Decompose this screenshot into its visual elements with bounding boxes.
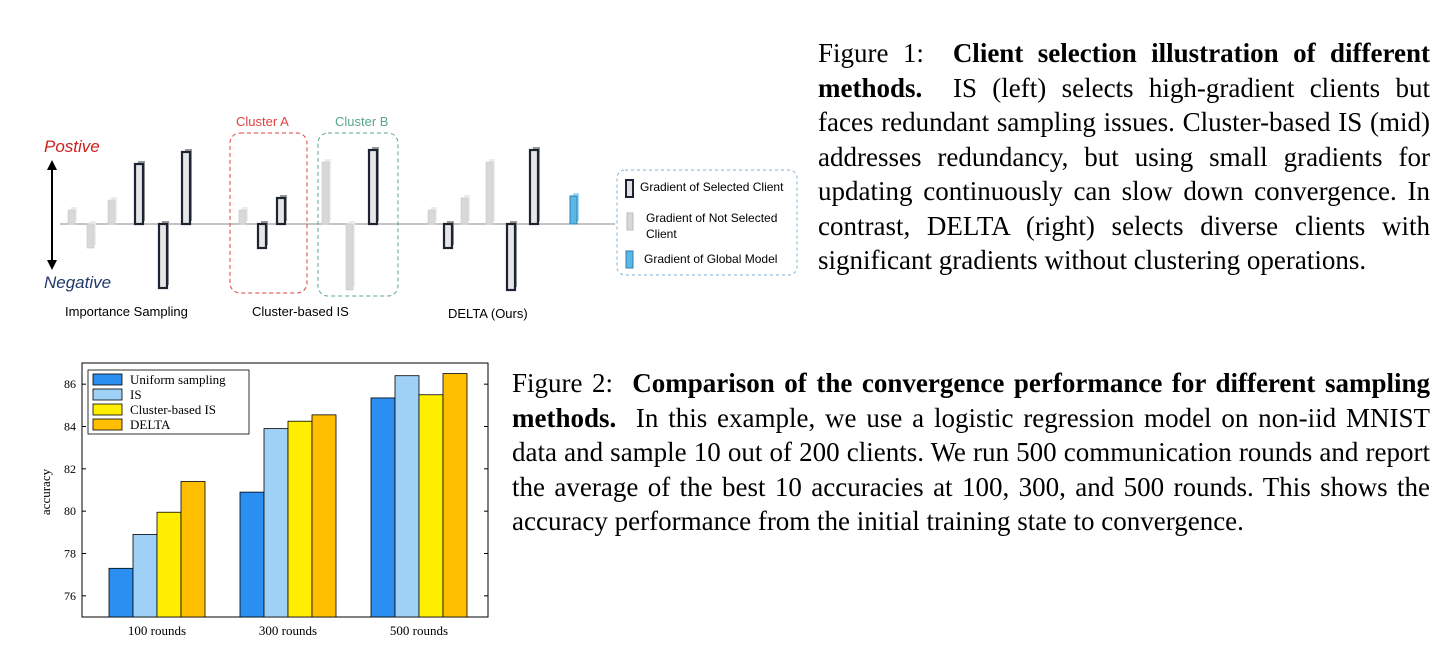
bar-is-1 — [263, 428, 289, 618]
y-axis-label: accuracy — [38, 468, 53, 515]
positive-label: Postive — [44, 137, 100, 156]
not-selected-gradient-bar — [67, 207, 77, 225]
legend-label: IS — [130, 387, 142, 402]
legend-selected-label: Gradient of Selected Client — [640, 180, 784, 194]
not-selected-gradient-bar — [345, 221, 355, 291]
gradient-bars — [67, 147, 579, 292]
cluster-b-label: Cluster B — [335, 114, 388, 129]
figure2-caption-body: In this example, we use a logistic regre… — [512, 402, 1430, 537]
y-tick-label: 78 — [64, 547, 76, 561]
figure2-caption: Figure 2: Comparison of the convergence … — [512, 366, 1430, 539]
global-gradient-bar — [569, 193, 579, 225]
not-selected-gradient-bar — [460, 195, 470, 225]
legend-swatch — [92, 388, 123, 401]
selected-gradient-bar — [133, 161, 145, 226]
figure2-caption-label: Figure 2: — [512, 368, 614, 398]
figure2-caption-title: Comparison of the convergence performanc… — [512, 368, 1431, 433]
negative-label: Negative — [44, 273, 111, 292]
legend-label: Cluster-based IS — [130, 402, 216, 417]
figure2-bar-chart: 76 78 80 82 84 86 100 rounds 300 rounds 500 rou… — [38, 362, 489, 638]
figure1-caption-label: Figure 1: — [818, 38, 924, 68]
bar-delta-1 — [311, 414, 337, 618]
legend-selected-icon — [625, 179, 634, 198]
legend-not-selected-icon — [626, 212, 634, 231]
legend-not-selected-label-line1: Gradient of Not Selected — [646, 211, 777, 225]
figure1-illustration: Postive Negative Cluster A Cluster B Imp… — [44, 114, 798, 321]
figure1-caption-title: Client selection illustration of differe… — [818, 38, 1430, 103]
bars — [108, 373, 468, 618]
legend-swatch — [92, 373, 123, 386]
selected-gradient-bar — [367, 147, 379, 226]
legend-global-icon — [625, 250, 634, 269]
legend-swatch — [92, 418, 123, 431]
legend-label: Uniform sampling — [130, 372, 226, 387]
bar-uniform-sampling-0 — [108, 567, 134, 618]
not-selected-gradient-bar — [107, 197, 117, 225]
vertical-axis-arrow — [47, 160, 57, 270]
legend-swatch — [92, 403, 123, 416]
not-selected-gradient-bar — [485, 159, 495, 225]
legend-global-label: Gradient of Global Model — [644, 252, 777, 266]
panel-label-importance-sampling: Importance Sampling — [65, 304, 188, 319]
y-tick-label: 82 — [64, 462, 76, 476]
cluster-a-box — [229, 132, 308, 294]
x-category-label: 100 rounds — [128, 623, 186, 638]
bar-delta-2 — [442, 373, 468, 618]
bar-is-2 — [394, 375, 420, 618]
selected-gradient-bar — [442, 221, 454, 250]
bar-cluster-based-is-1 — [287, 420, 313, 618]
cluster-b-box — [317, 132, 399, 297]
bar-is-0 — [132, 534, 158, 618]
selected-gradient-bar — [275, 195, 287, 226]
figure1-caption-body: IS (left) selects high-gradient clients … — [818, 72, 1431, 276]
legend-label: DELTA — [130, 417, 171, 432]
y-tick-label: 80 — [64, 504, 76, 518]
x-category-label: 300 rounds — [259, 623, 317, 638]
not-selected-gradient-bar — [238, 207, 248, 225]
bar-cluster-based-is-0 — [156, 511, 182, 618]
panel-label-delta: DELTA (Ours) — [448, 306, 528, 321]
cluster-a-label: Cluster A — [236, 114, 289, 129]
not-selected-gradient-bar — [86, 221, 96, 249]
not-selected-gradient-bar — [427, 207, 437, 225]
bar-uniform-sampling-1 — [239, 491, 265, 618]
not-selected-gradient-bar — [321, 159, 331, 225]
panel-label-cluster-based-is: Cluster-based IS — [252, 304, 349, 319]
legend-not-selected-label-line2: Client — [646, 227, 677, 241]
selected-gradient-bar — [505, 221, 517, 292]
figure1-caption: Figure 1: Client selection illustration … — [818, 36, 1430, 278]
y-ticks: 76 78 80 82 84 86 — [64, 377, 488, 603]
x-categories: 100 rounds 300 rounds 500 rounds — [128, 623, 448, 638]
selected-gradient-bar — [528, 147, 540, 226]
selected-gradient-bar — [157, 221, 169, 290]
x-category-label: 500 rounds — [390, 623, 448, 638]
y-tick-label: 76 — [64, 589, 76, 603]
selected-gradient-bar — [180, 149, 192, 226]
bar-uniform-sampling-2 — [370, 397, 396, 618]
selected-gradient-bar — [256, 221, 268, 250]
y-tick-label: 86 — [64, 377, 76, 391]
figure1-legend: Gradient of Selected Client Gradient of … — [616, 169, 798, 276]
y-tick-label: 84 — [64, 420, 76, 434]
bar-delta-0 — [180, 481, 206, 618]
bar-cluster-based-is-2 — [418, 394, 444, 618]
